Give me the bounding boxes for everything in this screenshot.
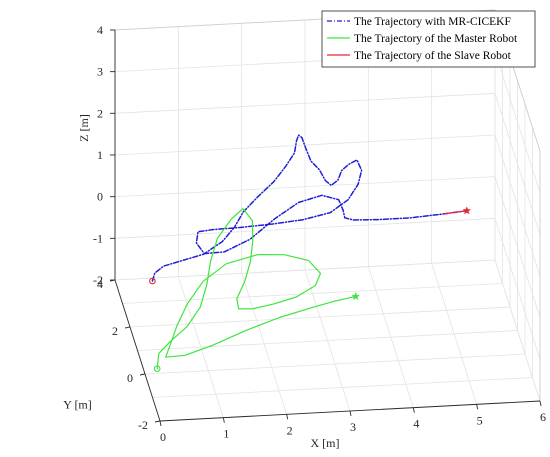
x-tick-mark <box>159 420 162 427</box>
x-tick-mark <box>539 400 542 407</box>
grid-line <box>494 93 541 235</box>
end-star-marker <box>351 291 361 301</box>
grid-line <box>494 176 541 318</box>
grid-line <box>114 92 496 114</box>
x-axis-label: X [m] <box>311 436 340 450</box>
grid-line <box>122 283 503 304</box>
y-tick-label: 4 <box>97 277 103 291</box>
grid-line <box>114 259 496 281</box>
legend-label: The Trajectory of the Master Robot <box>354 33 518 45</box>
legend-label: The Trajectory with MR-CICEKF <box>354 16 511 28</box>
y-tick-label: 2 <box>112 324 118 338</box>
x-tick-label: 5 <box>477 413 483 427</box>
x-tick-mark <box>476 404 479 410</box>
axis-labels: X [m] Y [m] Z [m] <box>63 114 339 450</box>
series-line-2 <box>156 208 357 370</box>
z-tick-label: 4 <box>97 23 103 37</box>
z-tick-label: 3 <box>97 65 103 79</box>
x-tick-mark <box>412 407 415 413</box>
z-tick-label: -2 <box>93 273 103 287</box>
x-tick-label: 1 <box>223 427 229 441</box>
grid-line <box>114 134 496 156</box>
grid-line <box>114 217 496 239</box>
marker-layer <box>149 206 472 373</box>
y-axis-label: Y [m] <box>63 398 92 412</box>
end-star-marker <box>462 206 472 215</box>
axes <box>109 29 542 427</box>
grid-line <box>114 176 496 198</box>
series-line-3 <box>444 210 468 215</box>
legend-box <box>321 10 536 68</box>
grid-line <box>137 330 518 351</box>
x-tick-label: 0 <box>160 430 166 444</box>
grid-line <box>152 377 533 398</box>
series-layer <box>151 134 468 370</box>
x-tick-mark <box>349 410 352 417</box>
start-circle-marker <box>153 365 161 373</box>
y-axis-line <box>114 279 161 422</box>
z-tick-label: 2 <box>97 106 103 120</box>
grid-line <box>494 51 541 193</box>
y-tick-mark <box>124 326 131 329</box>
x-tick-label: 4 <box>413 417 419 431</box>
x-tick-mark <box>222 417 225 423</box>
x-tick-label: 2 <box>287 423 293 437</box>
x-tick-mark <box>286 414 289 420</box>
legend-label: The Trajectory of the Slave Robot <box>354 50 512 62</box>
legend: The Trajectory with MR-CICEKF The Traject… <box>321 10 536 68</box>
y-tick-mark <box>139 373 146 376</box>
y-tick-mark <box>154 420 161 423</box>
y-tick-label: -2 <box>138 418 148 432</box>
start-circle-marker <box>149 277 156 285</box>
grid-line <box>494 259 541 402</box>
series-line-1 <box>151 134 468 282</box>
grid-line <box>494 134 541 277</box>
x-tick-label: 3 <box>350 420 356 434</box>
grid-lines <box>114 9 541 422</box>
z-axis-label: Z [m] <box>77 114 91 142</box>
x-tick-label: 6 <box>540 410 546 424</box>
z-tick-label: -1 <box>93 231 103 245</box>
grid-line <box>494 218 541 360</box>
z-tick-label: 1 <box>97 148 103 162</box>
grid-line <box>129 306 511 328</box>
y-tick-label: 0 <box>127 371 133 385</box>
grid-line <box>144 353 526 375</box>
z-tick-label: 0 <box>97 190 103 204</box>
